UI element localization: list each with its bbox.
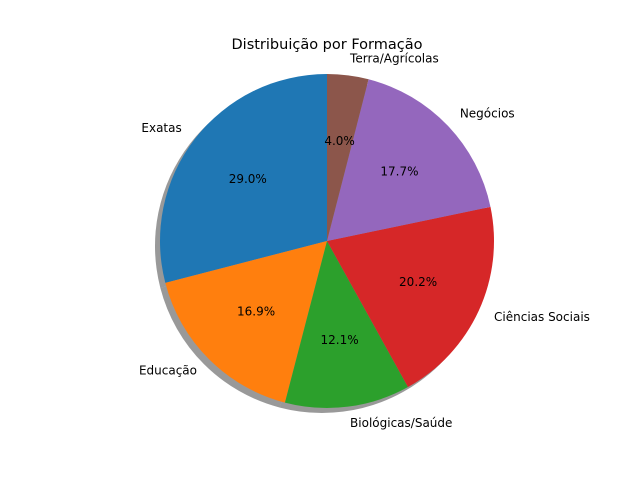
slice-educacao	[165, 241, 327, 403]
slice-percent-educacao: 16.9%	[237, 304, 275, 318]
slice-percent-ciencias-sociais: 20.2%	[399, 275, 437, 289]
slice-exatas	[159, 74, 327, 283]
slice-percent-terra-agricolas: 4.0%	[324, 134, 355, 148]
slice-terra-agricolas	[327, 74, 369, 241]
pie-labels: Exatas 29.0% Educação 16.9% Biológicas/Saúde…	[139, 51, 590, 430]
slice-percent-negocios: 17.7%	[380, 164, 418, 178]
slice-percent-biologicas-saude: 12.1%	[321, 333, 359, 347]
slice-ciencias-sociais	[327, 206, 495, 388]
slice-label-ciencias-sociais: Ciências Sociais	[494, 310, 590, 324]
slice-label-biologicas-saude: Biológicas/Saúde	[350, 416, 452, 430]
slice-percent-exatas: 29.0%	[229, 172, 267, 186]
slice-label-exatas: Exatas	[141, 121, 181, 135]
slice-biologicas-saude	[284, 241, 408, 409]
slice-label-terra-agricolas: Terra/Agrícolas	[349, 51, 439, 65]
pie-slices	[159, 74, 495, 409]
slice-label-educacao: Educação	[139, 363, 197, 377]
slice-label-negocios: Negócios	[460, 107, 515, 121]
slice-negocios	[327, 79, 491, 241]
chart-title: Distribuição por Formação	[232, 37, 423, 53]
